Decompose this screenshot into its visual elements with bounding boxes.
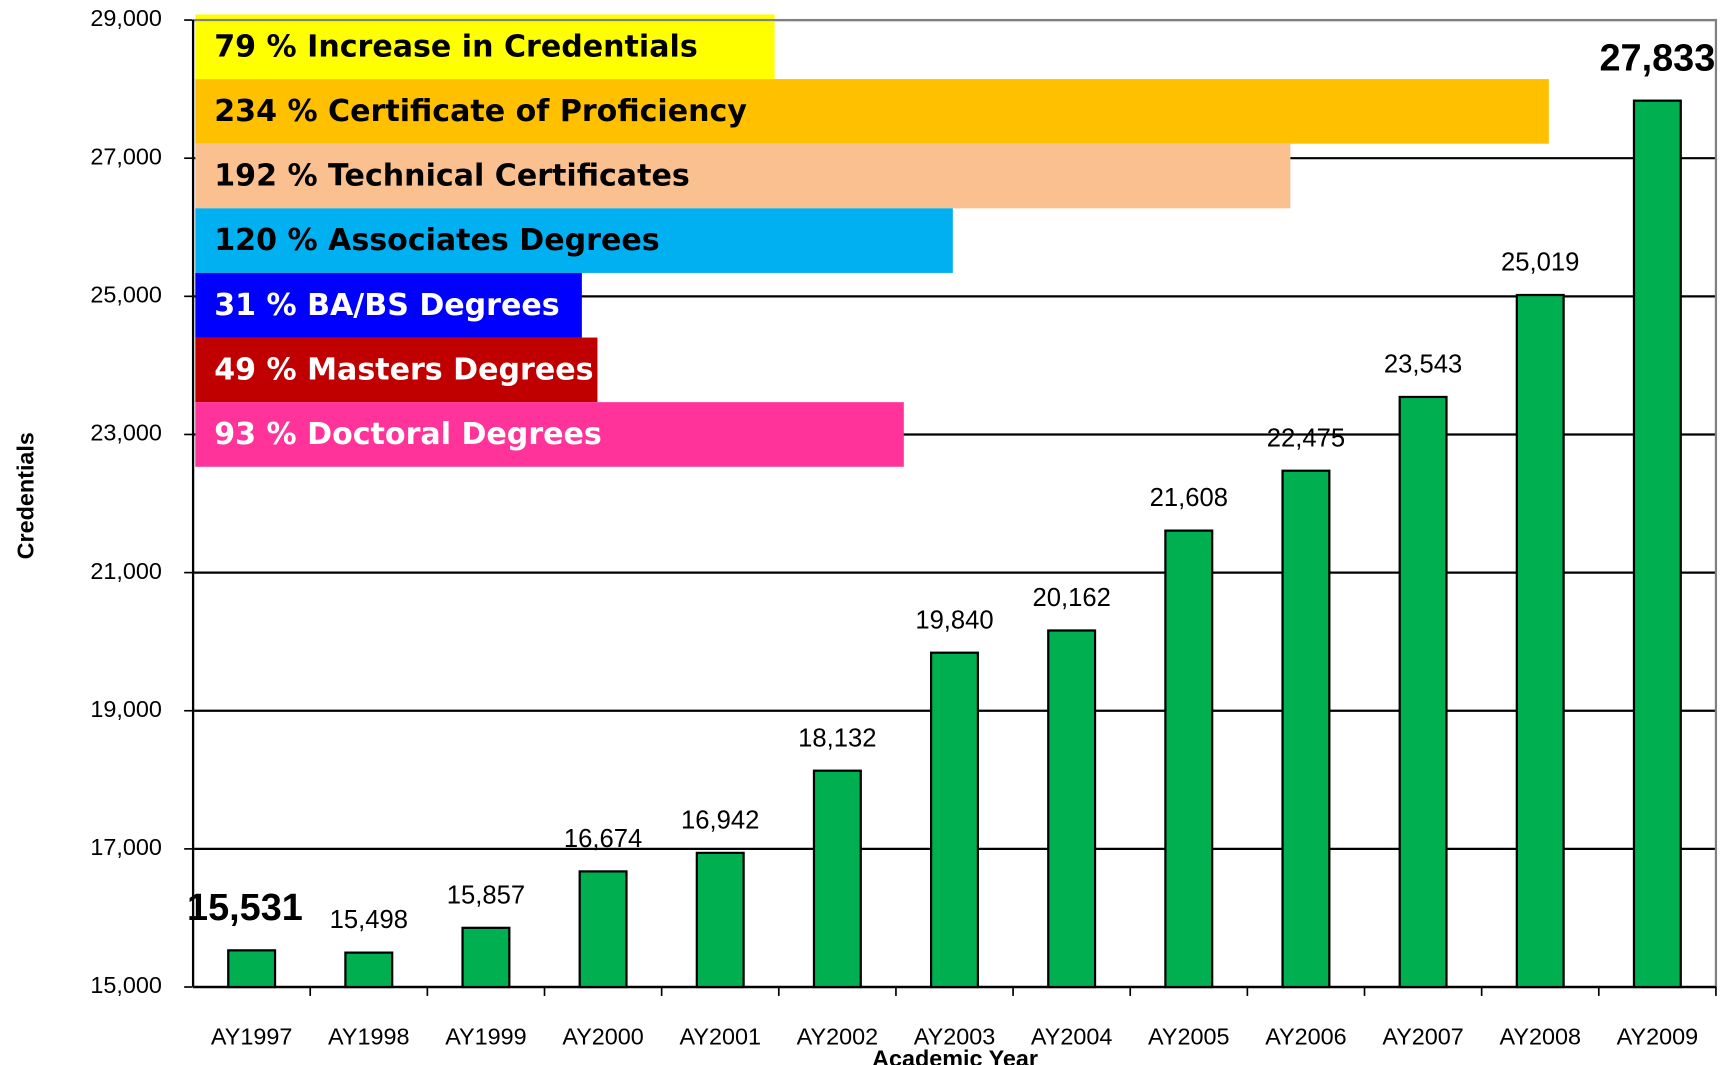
y-tick-label: 15,000 — [90, 972, 162, 998]
x-tick-label: AY2009 — [1617, 1023, 1698, 1049]
y-tick-label: 25,000 — [90, 282, 162, 308]
annotation-box — [195, 143, 1291, 209]
bar — [1398, 395, 1448, 989]
x-tick-label: AY2000 — [562, 1023, 643, 1049]
value-label-highlight: 27,833 — [1599, 38, 1715, 80]
bar — [227, 949, 277, 989]
annotation-text: 31 % BA/BS Degrees — [214, 288, 559, 323]
value-label: 22,475 — [1267, 424, 1345, 452]
annotation-text: 79 % Increase in Credentials — [214, 29, 697, 64]
y-tick-label: 23,000 — [90, 420, 162, 446]
x-tick-label: AY2005 — [1148, 1023, 1229, 1049]
x-tick-label: AY2006 — [1265, 1023, 1346, 1049]
value-label: 21,608 — [1150, 484, 1228, 512]
bar — [344, 951, 394, 989]
value-label: 19,840 — [915, 606, 993, 634]
bar — [929, 651, 980, 989]
bar — [1281, 469, 1331, 989]
y-tick-label: 17,000 — [90, 834, 162, 860]
x-tick-label: AY2003 — [914, 1023, 995, 1049]
y-axis-title: Credentials — [12, 432, 38, 559]
value-label: 15,498 — [330, 906, 408, 934]
bar — [695, 851, 745, 989]
annotation-box — [195, 337, 598, 403]
y-tick-label: 27,000 — [90, 143, 162, 169]
x-tick-label: AY1998 — [328, 1023, 409, 1049]
value-label: 23,543 — [1384, 351, 1462, 379]
x-tick-label: AY2004 — [1031, 1023, 1112, 1049]
annotation-text: 234 % Certificate of Proficiency — [214, 94, 747, 129]
bar — [461, 926, 511, 989]
value-label: 15,857 — [447, 881, 525, 909]
value-label: 20,162 — [1032, 584, 1110, 612]
value-label: 16,942 — [681, 806, 759, 834]
x-tick-label: AY1997 — [211, 1023, 292, 1049]
annotation-text: 93 % Doctoral Degrees — [214, 417, 602, 452]
annotation-text: 49 % Masters Degrees — [214, 352, 593, 387]
annotation-box — [195, 79, 1549, 144]
y-tick-label: 21,000 — [90, 558, 162, 584]
x-tick-label: AY2002 — [797, 1023, 878, 1049]
bar — [812, 769, 862, 989]
y-tick-label: 19,000 — [90, 696, 162, 722]
x-tick-label: AY2007 — [1382, 1023, 1463, 1049]
x-axis-title: Academic Year — [872, 1046, 1038, 1065]
value-label-highlight: 15,531 — [187, 887, 303, 929]
bar — [1047, 629, 1097, 989]
annotation-box — [195, 272, 582, 338]
annotation-text: 120 % Associates Degrees — [214, 223, 659, 258]
bar — [1164, 529, 1214, 989]
bar — [578, 870, 628, 989]
annotation-box — [195, 402, 904, 467]
y-tick-label: 29,000 — [90, 5, 162, 31]
x-tick-label: AY2008 — [1499, 1023, 1580, 1049]
bar — [1632, 99, 1682, 989]
annotation-box — [195, 208, 953, 273]
bar — [1515, 293, 1565, 989]
value-label: 25,019 — [1501, 249, 1579, 277]
annotation-text: 192 % Technical Certificates — [214, 159, 690, 194]
x-tick-label: AY2001 — [679, 1023, 760, 1049]
value-label: 18,132 — [798, 724, 876, 752]
x-tick-label: AY1999 — [445, 1023, 526, 1049]
annotation-box — [195, 14, 775, 80]
value-label: 16,674 — [564, 825, 642, 853]
